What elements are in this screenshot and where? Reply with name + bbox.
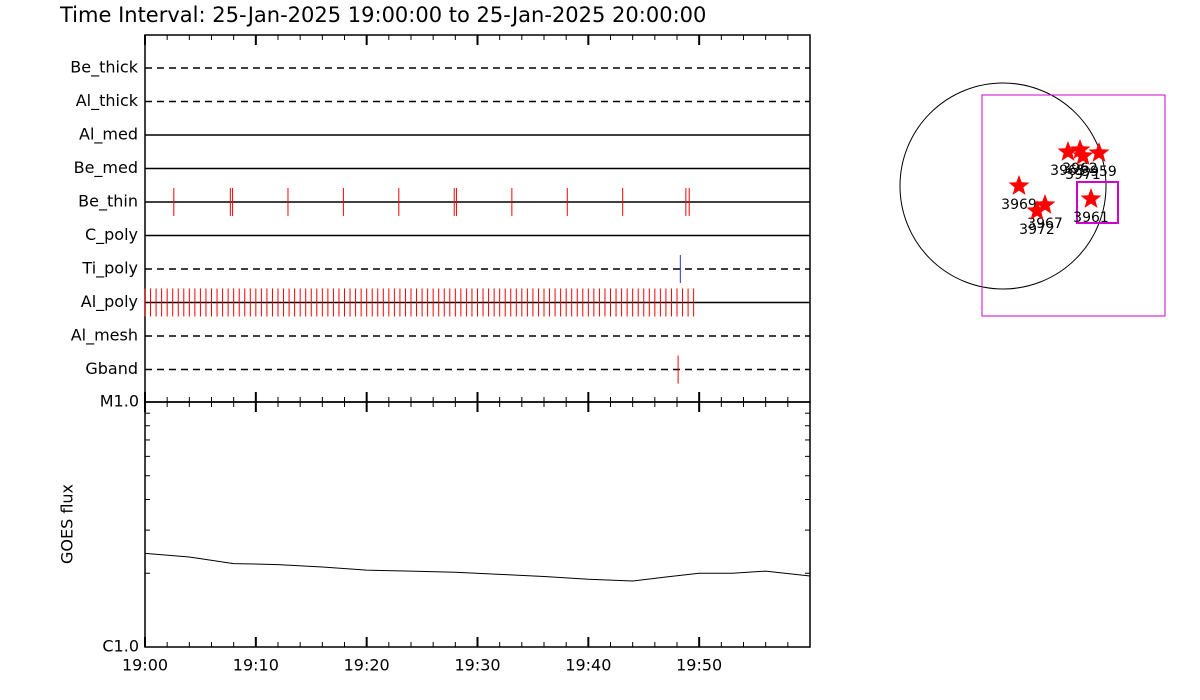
y-axis-label: GOES flux: [58, 484, 77, 564]
region-star: [1026, 200, 1048, 220]
region-label: 3972: [1019, 222, 1055, 238]
target-box: [1076, 181, 1119, 224]
region-label: 3962: [1062, 161, 1098, 177]
region-star: [1080, 188, 1102, 208]
region-label: 3967: [1027, 216, 1063, 232]
row-label: Ti_poly: [81, 259, 138, 279]
region-star: [1057, 141, 1079, 161]
row-label: Be_med: [74, 158, 138, 178]
row-label: Al_poly: [81, 292, 138, 312]
flux-frame: [144, 401, 811, 648]
y-tick-label: M1.0: [100, 392, 139, 411]
row-label: Al_mesh: [71, 326, 138, 346]
region-star: [1088, 142, 1110, 162]
x-tick-label: 19:40: [565, 656, 611, 675]
region-star: [1069, 139, 1091, 159]
region-star: [1034, 194, 1056, 214]
row-label: Al_thick: [76, 91, 139, 111]
timeline-frame: [144, 34, 811, 403]
row-label: C_poly: [85, 225, 138, 245]
field-of-view: [981, 94, 1166, 317]
row-label: Be_thin: [78, 192, 138, 212]
row-label: Al_med: [79, 125, 138, 145]
region-label: 3969: [1001, 197, 1037, 213]
row-label: Gband: [85, 359, 138, 378]
region-star: [1072, 145, 1094, 165]
row-label: Be_thick: [70, 58, 138, 78]
x-tick-label: 19:10: [233, 656, 279, 675]
region-label: 3965: [1050, 163, 1086, 179]
y-tick-label: C1.0: [102, 637, 139, 656]
chart-title: Time Interval: 25-Jan-2025 19:00:00 to 2…: [59, 3, 706, 27]
x-tick-label: 19:00: [122, 656, 168, 675]
x-tick-label: 19:20: [344, 656, 390, 675]
x-tick-label: 19:50: [676, 656, 722, 675]
region-label: 3971: [1065, 167, 1101, 183]
solar-disk: [899, 82, 1107, 290]
x-tick-label: 19:30: [454, 656, 500, 675]
region-star: [1008, 175, 1030, 195]
region-label: 3961: [1073, 210, 1109, 226]
region-label: 3959: [1081, 164, 1117, 180]
flux-line: [144, 552, 811, 582]
